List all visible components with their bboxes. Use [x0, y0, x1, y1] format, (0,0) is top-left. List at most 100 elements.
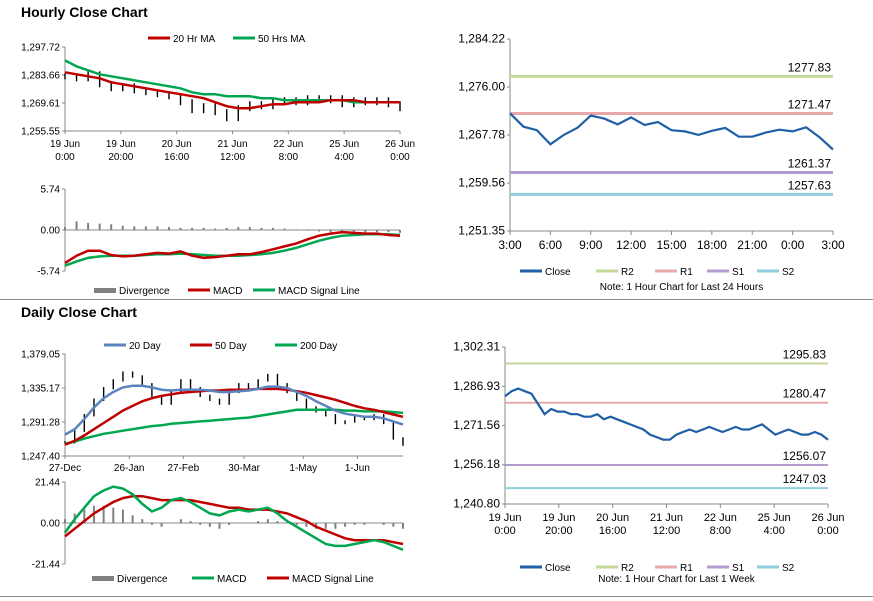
daily-levels-r2-label: 1295.83	[783, 348, 827, 362]
hourly-levels-y-tick-label: 1,259.56	[458, 176, 505, 190]
daily-price-x-tick-label: 1-May	[289, 463, 317, 474]
daily-levels-y-tick-label: 1,240.80	[453, 497, 500, 511]
hourly-levels-x-tick-label: 15:00	[656, 238, 686, 252]
daily-levels-s2-label: 1247.03	[783, 472, 827, 486]
hourly-levels-r2-label: 1277.83	[788, 60, 832, 74]
daily-price-y-tick-label: 1,379.05	[21, 350, 60, 361]
hourly-macd-legend-label: MACD	[213, 286, 242, 297]
hourly-price-x-tick-date: 22 Jun	[273, 139, 303, 150]
daily-macd-signal-line	[64, 494, 404, 546]
daily-levels-x-tick-date: 25 Jun	[758, 512, 791, 524]
hourly-levels-y-tick-label: 1,284.22	[458, 32, 505, 46]
hourly-price-y-tick-label: 1,283.66	[21, 71, 60, 82]
hourly-levels-s2-label: 1257.63	[788, 178, 832, 192]
daily-levels-x-tick-time: 12:00	[653, 525, 681, 537]
hourly-price-x-tick-date: 20 Jun	[162, 139, 192, 150]
daily-levels-close-line	[504, 387, 829, 441]
hourly-macd-y-tick-label: -5.74	[37, 267, 60, 278]
daily-200day-legend-label: 200 Day	[300, 341, 337, 352]
daily-price-x-tick-label: 26-Jan	[114, 463, 145, 474]
daily-price-x-tick-label: 1-Jun	[345, 463, 370, 474]
daily-price-x-tick-label: 30-Mar	[228, 463, 260, 474]
hourly-price-x-tick-time: 0:00	[55, 152, 75, 163]
hourly-divergence-legend-label: Divergence	[119, 286, 170, 297]
daily-levels-s2-legend-label: S2	[782, 563, 795, 574]
hourly-levels-note: Note: 1 Hour Chart for Last 24 Hours	[600, 282, 763, 293]
hourly-macd-signal-legend-label: MACD Signal Line	[278, 286, 360, 297]
daily-levels-x-tick-date: 20 Jun	[596, 512, 629, 524]
hourly-price-x-tick-date: 26 Jun	[385, 139, 415, 150]
hourly-levels-x-tick-label: 3:00	[498, 238, 522, 252]
hourly-price-y-tick-label: 1,297.72	[21, 43, 60, 54]
hourly-levels-s1-label: 1261.37	[788, 156, 832, 170]
hourly-price-x-tick-time: 0:00	[390, 152, 410, 163]
hourly-levels-close-line	[509, 112, 834, 151]
hourly-levels-x-tick-label: 0:00	[781, 238, 805, 252]
hourly-50hr-ma-line	[64, 59, 400, 104]
daily-price-x-tick-label: 27-Feb	[167, 463, 199, 474]
daily-levels-s1-legend-label: S1	[732, 563, 745, 574]
daily-levels-y-tick-label: 1,271.56	[453, 418, 500, 432]
hourly-price-x-tick-time: 20:00	[108, 152, 133, 163]
hourly-macd-signal-line	[64, 233, 401, 267]
daily-macd-signal-legend-label: MACD Signal Line	[292, 574, 374, 585]
daily-levels-y-tick-label: 1,302.31	[453, 340, 500, 354]
hourly-levels-y-tick-label: 1,276.00	[458, 80, 505, 94]
hourly-levels-x-tick-label: 6:00	[539, 238, 563, 252]
daily-50day-line	[64, 387, 404, 446]
hourly-price-x-tick-time: 12:00	[220, 152, 245, 163]
hourly-macd-line	[64, 230, 401, 264]
hourly-levels-x-tick-label: 12:00	[616, 238, 646, 252]
daily-levels-x-tick-time: 16:00	[599, 525, 627, 537]
hourly-levels-x-tick-label: 21:00	[737, 238, 767, 252]
hourly-20hr-ma-line	[64, 71, 400, 110]
daily-price-y-tick-label: 1,247.40	[21, 452, 60, 463]
daily-20day-line	[64, 384, 404, 436]
daily-levels-r2-legend-label: R2	[621, 563, 634, 574]
section-divider	[0, 299, 873, 300]
daily-macd-y-tick-label: -21.44	[32, 560, 61, 571]
daily-levels-x-tick-time: 0:00	[817, 525, 838, 537]
hourly-price-x-tick-date: 19 Jun	[50, 139, 80, 150]
hourly-price-x-tick-time: 4:00	[334, 152, 354, 163]
daily-200day-line	[64, 408, 404, 446]
daily-macd-legend-label: MACD	[217, 574, 246, 585]
daily-levels-r1-legend-label: R1	[680, 563, 693, 574]
hourly-levels-s2-legend-label: S2	[782, 267, 795, 278]
hourly-levels-r1-label: 1271.47	[788, 97, 832, 111]
daily-levels-close-legend-label: Close	[545, 563, 571, 574]
daily-price-x-tick-label: 27-Dec	[49, 463, 81, 474]
daily-divergence-legend-swatch	[92, 576, 114, 581]
daily-levels-r1-label: 1280.47	[783, 387, 827, 401]
daily-levels-note: Note: 1 Hour Chart for Last 1 Week	[598, 574, 756, 585]
hourly-divergence-legend-swatch	[94, 288, 116, 293]
daily-price-y-tick-label: 1,335.17	[21, 383, 60, 394]
hourly-levels-y-tick-label: 1,251.35	[458, 224, 505, 238]
daily-levels-y-tick-label: 1,286.93	[453, 379, 500, 393]
daily-levels-x-tick-date: 19 Jun	[542, 512, 575, 524]
daily-macd-line	[63, 485, 404, 551]
hourly-50hrs-ma-legend-label: 50 Hrs MA	[258, 34, 306, 45]
hourly-macd-y-tick-label: 0.00	[41, 226, 61, 237]
daily-levels-x-tick-time: 8:00	[710, 525, 731, 537]
hourly-price-x-tick-date: 25 Jun	[329, 139, 359, 150]
hourly-levels-close-legend-label: Close	[545, 267, 571, 278]
hourly-macd-y-tick-label: 5.74	[41, 185, 61, 196]
daily-divergence-legend-label: Divergence	[117, 574, 168, 585]
hourly-20hr-ma-legend-label: 20 Hr MA	[173, 34, 216, 45]
hourly-levels-s1-legend-label: S1	[732, 267, 745, 278]
hourly-section-title: Hourly Close Chart	[21, 4, 148, 20]
hourly-levels-x-tick-label: 18:00	[697, 238, 727, 252]
daily-macd-y-tick-label: 21.44	[35, 478, 60, 489]
daily-levels-x-tick-time: 0:00	[494, 525, 515, 537]
daily-levels-x-tick-date: 19 Jun	[488, 512, 521, 524]
hourly-levels-r2-legend-label: R2	[621, 267, 634, 278]
daily-levels-x-tick-time: 4:00	[763, 525, 784, 537]
daily-levels-s1-label: 1256.07	[783, 449, 827, 463]
daily-section-title: Daily Close Chart	[21, 304, 137, 320]
hourly-levels-r1-legend-label: R1	[680, 267, 693, 278]
hourly-levels-x-tick-label: 3:00	[821, 238, 845, 252]
daily-levels-x-tick-time: 20:00	[545, 525, 573, 537]
hourly-price-x-tick-date: 21 Jun	[217, 139, 247, 150]
